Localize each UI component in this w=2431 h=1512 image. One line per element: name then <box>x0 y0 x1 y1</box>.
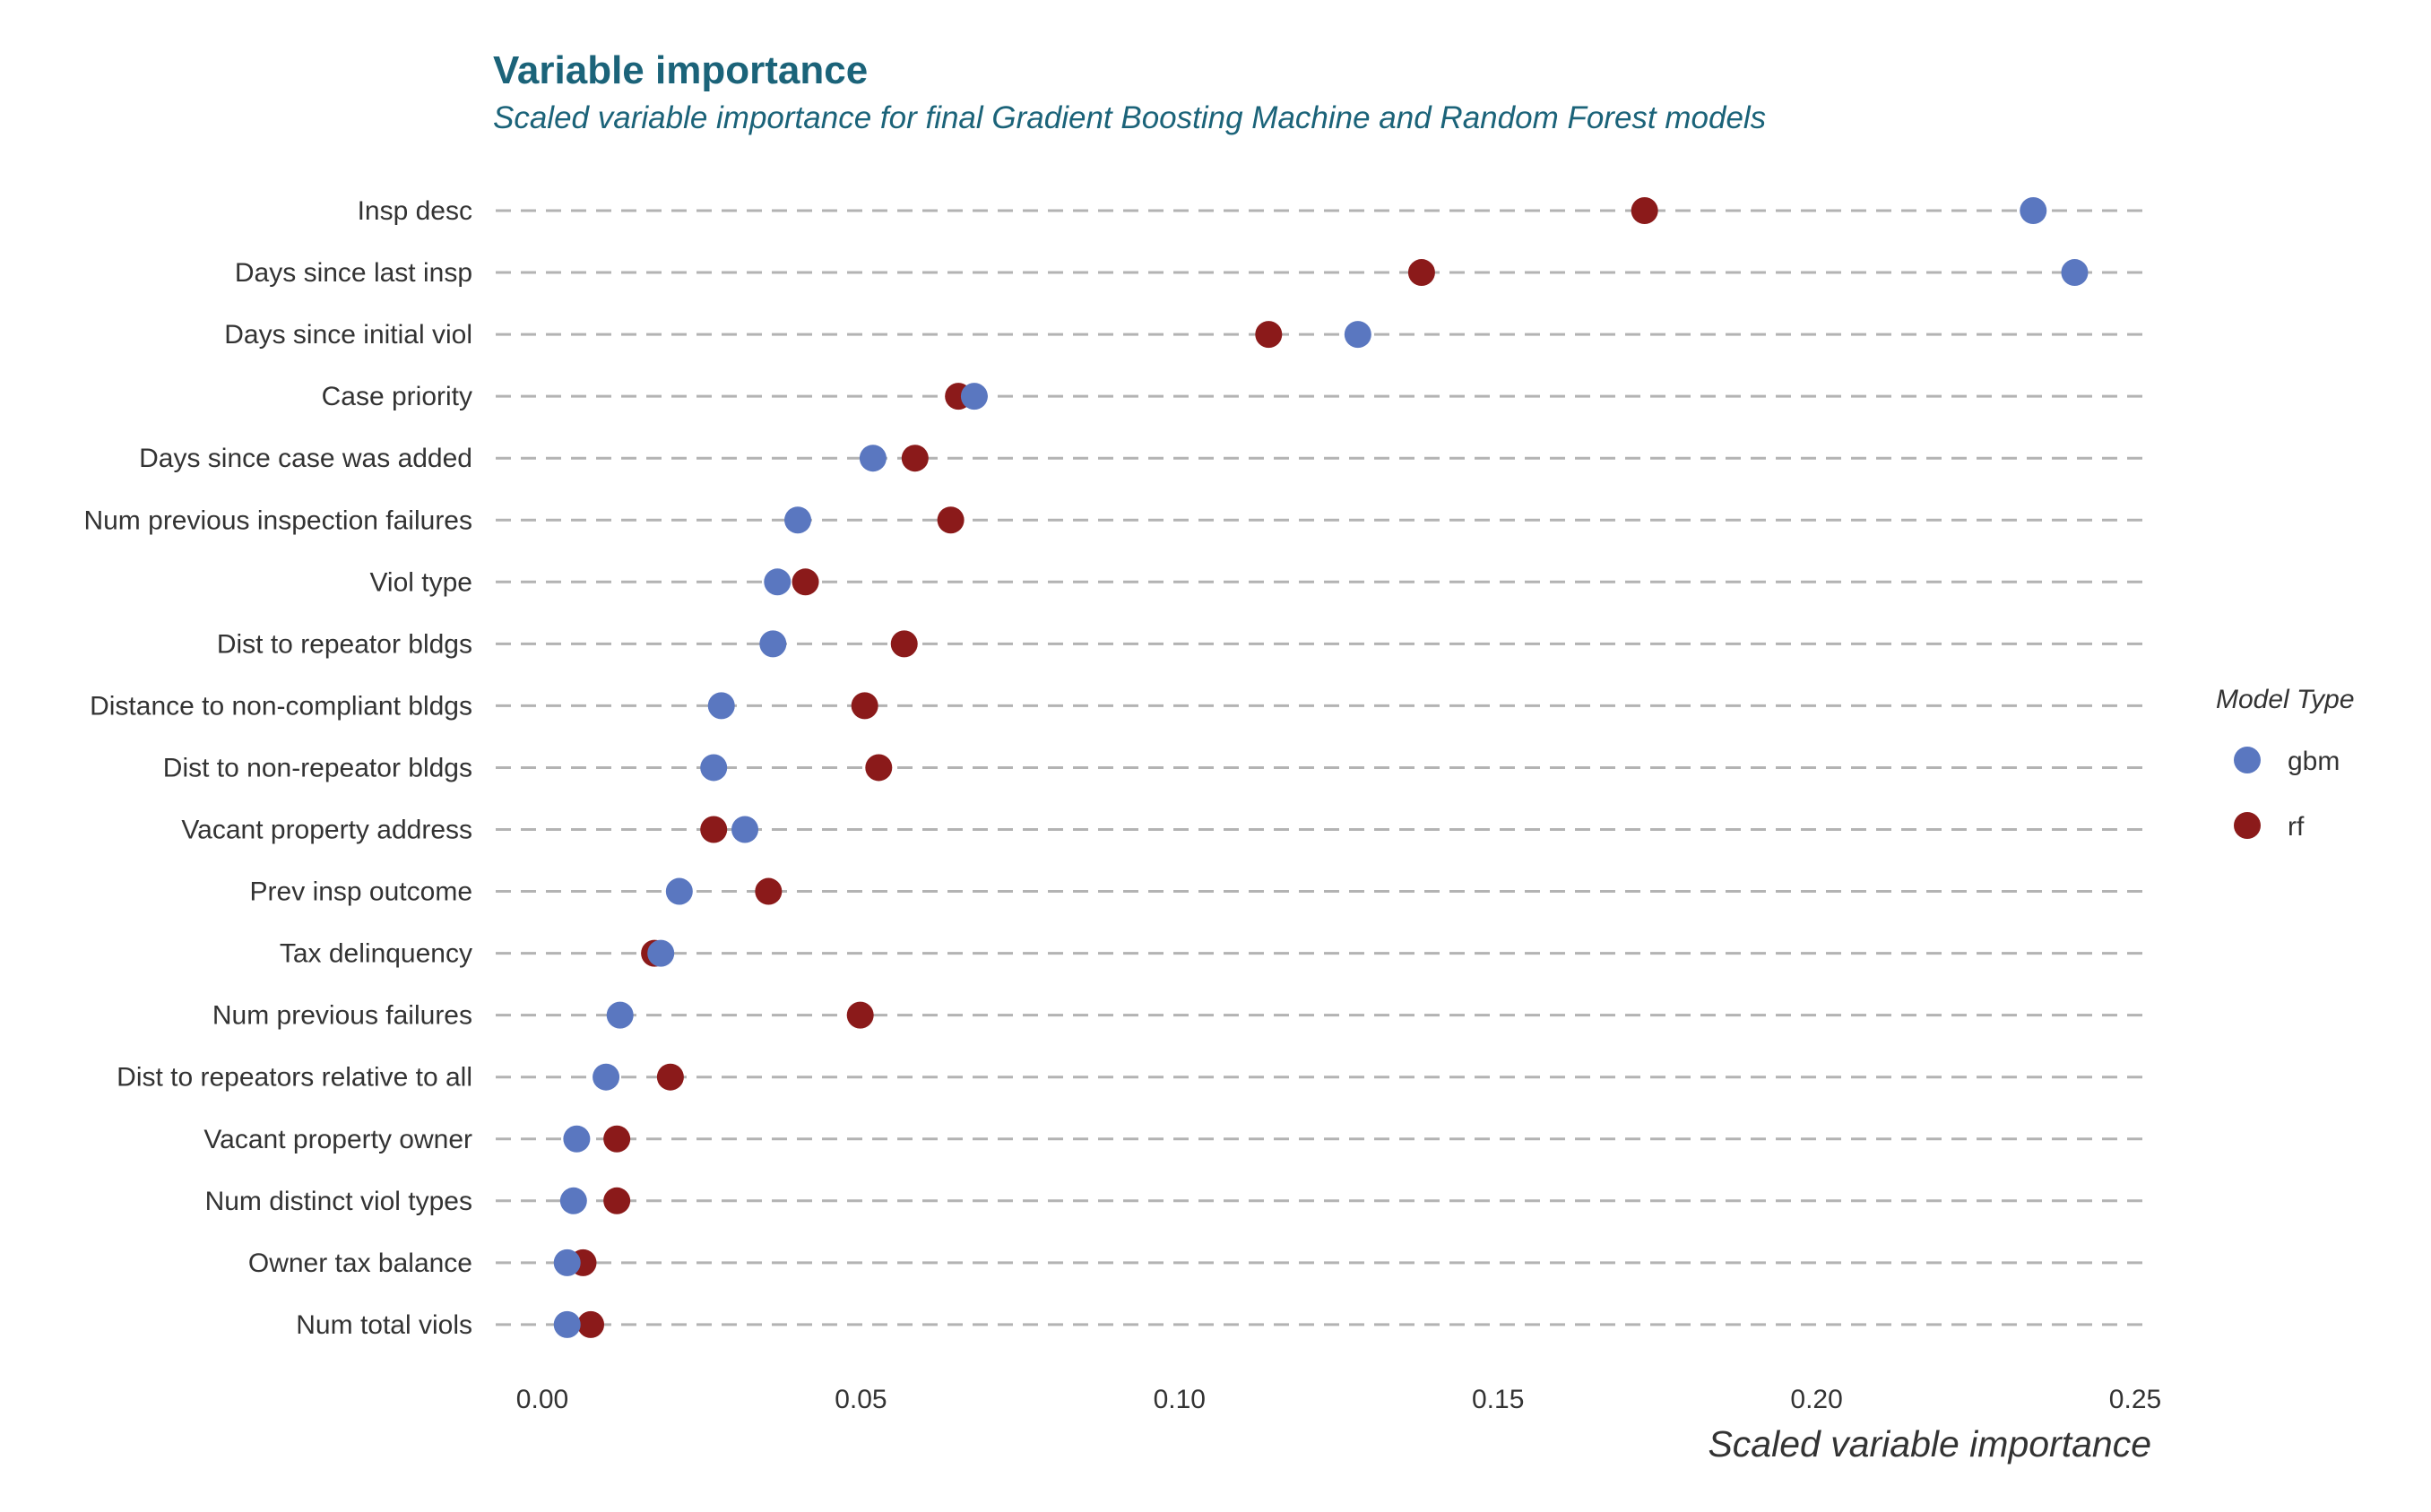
point-rf <box>700 816 728 843</box>
x-tick-label: 0.25 <box>2109 1385 2161 1414</box>
point-rf <box>792 568 819 596</box>
point-gbm <box>2020 197 2047 224</box>
y-tick-label: Owner tax balance <box>248 1248 472 1278</box>
point-rf <box>890 630 918 658</box>
y-tick-label: Num previous failures <box>212 1001 472 1031</box>
y-tick-label: Dist to repeators relative to all <box>117 1063 472 1093</box>
point-rf <box>577 1310 605 1338</box>
gridlines <box>496 209 2148 1326</box>
point-rf <box>865 754 893 782</box>
point-gbm <box>700 754 728 782</box>
point-rf <box>1631 197 1658 224</box>
point-gbm <box>784 506 812 534</box>
point-rf <box>603 1125 631 1153</box>
point-gbm <box>1344 321 1371 349</box>
y-tick-label: Tax delinquency <box>280 939 472 969</box>
legend-marker-gbm <box>2234 747 2261 773</box>
legend: Model Type gbm rf <box>2216 685 2355 842</box>
point-gbm <box>731 816 759 843</box>
chart-subtitle: Scaled variable importance for final Gra… <box>493 100 1766 135</box>
y-tick-label: Days since initial viol <box>224 320 472 350</box>
point-rf <box>1255 321 1283 349</box>
y-tick-label: Insp desc <box>358 196 472 226</box>
point-gbm <box>759 630 787 658</box>
legend-label-gbm: gbm <box>2288 747 2340 776</box>
point-gbm <box>665 877 693 905</box>
x-tick-label: 0.10 <box>1154 1385 1206 1414</box>
y-tick-label: Days since case was added <box>139 444 472 473</box>
point-gbm <box>707 692 735 720</box>
y-tick-label: Prev insp outcome <box>250 877 472 907</box>
point-rf <box>1407 259 1435 287</box>
y-tick-label: Num total viols <box>296 1310 472 1340</box>
y-axis-labels: Insp desc Days since last insp Days since … <box>83 196 472 1340</box>
point-gbm <box>647 939 675 967</box>
x-axis-title: Scaled variable importance <box>1708 1423 2151 1464</box>
y-tick-label: Dist to non-repeator bldgs <box>163 753 472 782</box>
y-tick-label: Case priority <box>322 382 472 411</box>
point-gbm <box>859 445 887 472</box>
x-tick-label: 0.00 <box>516 1385 568 1414</box>
y-tick-label: Vacant property owner <box>203 1125 472 1154</box>
point-gbm <box>606 1001 634 1029</box>
point-gbm <box>559 1187 587 1214</box>
point-rf <box>656 1063 684 1091</box>
legend-label-rf: rf <box>2288 812 2305 842</box>
point-rf <box>901 445 929 472</box>
point-gbm <box>960 383 988 410</box>
x-axis-ticks: 0.00 0.05 0.10 0.15 0.20 0.25 <box>516 1385 2161 1414</box>
point-gbm <box>764 568 792 596</box>
point-gbm <box>563 1125 591 1153</box>
point-rf <box>846 1001 874 1029</box>
y-tick-label: Viol type <box>369 567 472 597</box>
point-rf <box>603 1187 631 1214</box>
y-tick-label: Vacant property address <box>181 816 472 845</box>
point-gbm <box>2061 259 2089 287</box>
point-gbm <box>553 1310 581 1338</box>
x-tick-label: 0.05 <box>835 1385 887 1414</box>
point-rf <box>755 877 783 905</box>
y-tick-label: Days since last insp <box>235 258 472 288</box>
legend-title: Model Type <box>2216 685 2355 714</box>
legend-marker-rf <box>2234 812 2261 839</box>
x-tick-label: 0.20 <box>1790 1385 1842 1414</box>
chart-title: Variable importance <box>493 48 868 92</box>
point-gbm <box>553 1248 581 1276</box>
data-points <box>553 197 2089 1338</box>
y-tick-label: Num distinct viol types <box>205 1187 472 1216</box>
y-tick-label: Num previous inspection failures <box>83 505 472 535</box>
y-tick-label: Dist to repeator bldgs <box>217 629 472 659</box>
point-rf <box>937 506 965 534</box>
point-rf <box>851 692 878 720</box>
point-gbm <box>593 1063 620 1091</box>
x-tick-label: 0.15 <box>1472 1385 1524 1414</box>
y-tick-label: Distance to non-compliant bldgs <box>90 691 472 721</box>
